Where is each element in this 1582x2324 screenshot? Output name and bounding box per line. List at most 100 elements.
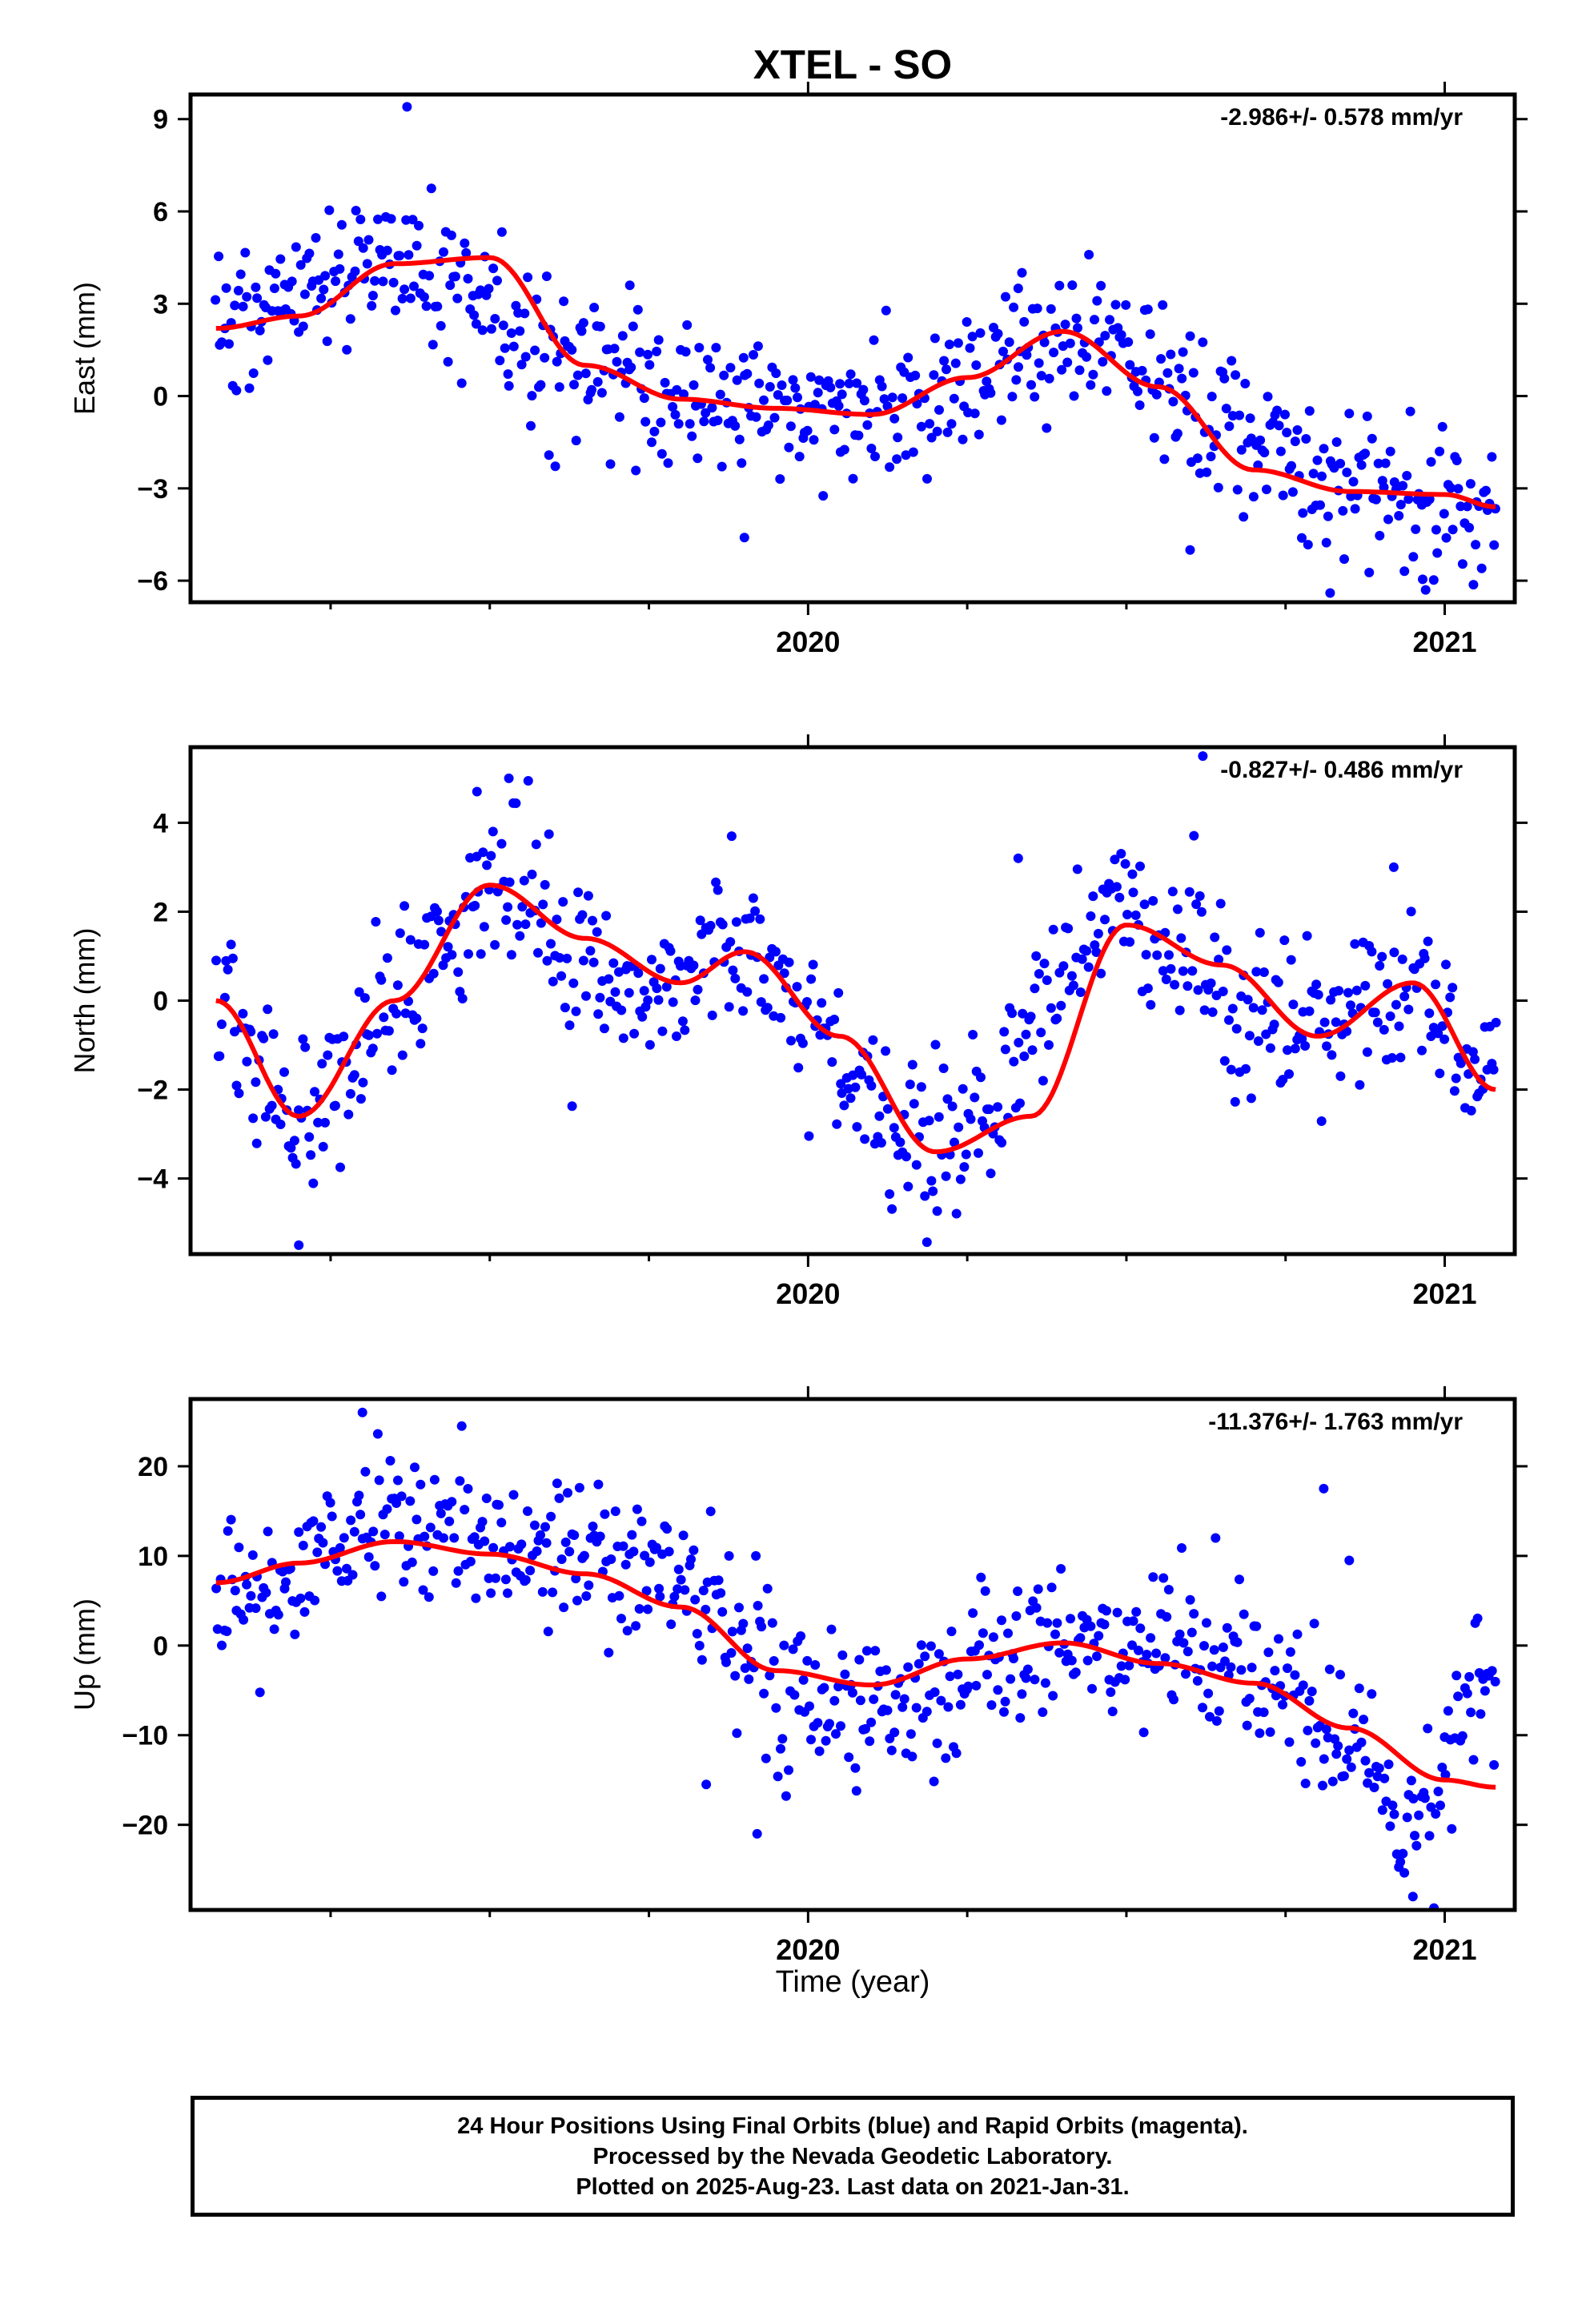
east-data-point (353, 236, 363, 247)
north-data-point (1230, 1096, 1240, 1107)
up-data-point (1285, 1647, 1295, 1657)
north-data-point (616, 1005, 627, 1015)
up-data-point (740, 1663, 750, 1673)
up-data-point (870, 1646, 881, 1656)
east-data-point (367, 300, 377, 311)
up-data-point (394, 1531, 404, 1542)
east-data-point (1009, 302, 1019, 312)
north-data-point (1218, 987, 1228, 996)
north-data-point (1441, 959, 1451, 970)
east-data-point (893, 432, 903, 443)
east-data-point (699, 416, 709, 427)
up-data-point (1205, 1711, 1215, 1722)
north-data-point (1350, 939, 1360, 949)
north-data-point (457, 994, 468, 1003)
east-data-point (882, 401, 893, 412)
footer-line-1: 24 Hour Positions Using Final Orbits (bl… (457, 2113, 1248, 2139)
east-data-point (639, 393, 649, 404)
up-data-point (1259, 1707, 1269, 1718)
up-data-point (588, 1522, 598, 1531)
east-data-point (1004, 337, 1014, 348)
north-data-point (1377, 951, 1387, 962)
up-data-point (930, 1687, 940, 1697)
north-data-point (216, 1019, 227, 1029)
east-data-point (656, 417, 666, 428)
up-data-point (503, 1588, 512, 1598)
up-data-point (963, 1681, 974, 1691)
up-data-point (1087, 1683, 1097, 1694)
up-data-point (920, 1651, 930, 1662)
east-data-point (1224, 421, 1235, 432)
north-data-point (1164, 950, 1174, 960)
east-data-point (833, 400, 844, 411)
north-data-point (1379, 1024, 1389, 1035)
north-data-point (950, 1137, 959, 1148)
east-data-point (1255, 435, 1266, 445)
east-data-point (445, 280, 456, 291)
east-data-point (730, 420, 741, 431)
north-data-point (1077, 954, 1087, 964)
up-data-point (1021, 1673, 1031, 1683)
up-plot-frame (188, 1397, 1517, 1912)
up-data-point (936, 1695, 946, 1706)
north-data-point (310, 1087, 319, 1097)
up-data-point (339, 1533, 349, 1543)
up-data-point (239, 1614, 249, 1625)
up-rate-label: -11.376+/- 1.763 mm/yr (1208, 1409, 1463, 1435)
east-data-point (504, 380, 514, 391)
east-data-point (362, 259, 372, 269)
north-data-point (1046, 1003, 1056, 1013)
up-data-point (412, 1514, 422, 1525)
east-outlier-point (739, 533, 749, 543)
east-data-point (486, 324, 496, 334)
north-data-point (556, 971, 567, 981)
east-data-point (1274, 420, 1284, 431)
up-data-point (690, 1594, 701, 1605)
east-y-tick-label: 0 (153, 382, 168, 412)
up-data-point (1369, 1783, 1379, 1792)
east-data-point (926, 432, 937, 443)
north-data-point (1403, 1004, 1414, 1015)
north-data-point (874, 1111, 885, 1121)
north-data-point (829, 1015, 840, 1024)
up-data-point (439, 1533, 448, 1543)
east-data-point (1290, 436, 1300, 447)
east-data-point (1067, 280, 1078, 291)
east-data-point (1278, 490, 1288, 501)
north-data-point (779, 968, 789, 979)
east-data-point (679, 389, 689, 400)
east-data-point (477, 325, 488, 336)
east-data-point (1034, 358, 1044, 368)
east-data-point (1100, 331, 1110, 341)
north-data-point (916, 1082, 926, 1092)
east-data-point (701, 408, 711, 418)
north-y-tick-label: −4 (137, 1164, 168, 1195)
east-data-point (763, 420, 773, 430)
north-data-point (689, 960, 699, 971)
up-data-point (1379, 1773, 1390, 1783)
east-data-point (1058, 341, 1068, 352)
x-axis-label: Time (year) (776, 1965, 930, 1999)
east-data-point (953, 338, 963, 348)
north-data-point (476, 949, 486, 959)
up-data-point (1127, 1640, 1137, 1651)
east-data-point (432, 301, 443, 312)
north-data-point (1146, 999, 1156, 1010)
east-data-point (1039, 337, 1050, 348)
north-data-point (852, 1122, 862, 1132)
east-data-point (1280, 409, 1290, 420)
east-data-point (703, 355, 713, 365)
north-data-point (1327, 1050, 1337, 1060)
north-data-point (354, 987, 364, 997)
east-y-tick-label: −6 (137, 566, 168, 597)
up-data-point (363, 1552, 374, 1562)
north-data-point (1431, 979, 1441, 990)
up-data-point (641, 1586, 652, 1596)
east-data-point (492, 275, 502, 286)
east-data-point (541, 271, 552, 281)
north-data-point (756, 997, 766, 1007)
up-data-point (1142, 1650, 1152, 1659)
up-data-point (1033, 1584, 1043, 1594)
up-data-point (295, 1593, 306, 1603)
up-data-point (680, 1585, 690, 1595)
